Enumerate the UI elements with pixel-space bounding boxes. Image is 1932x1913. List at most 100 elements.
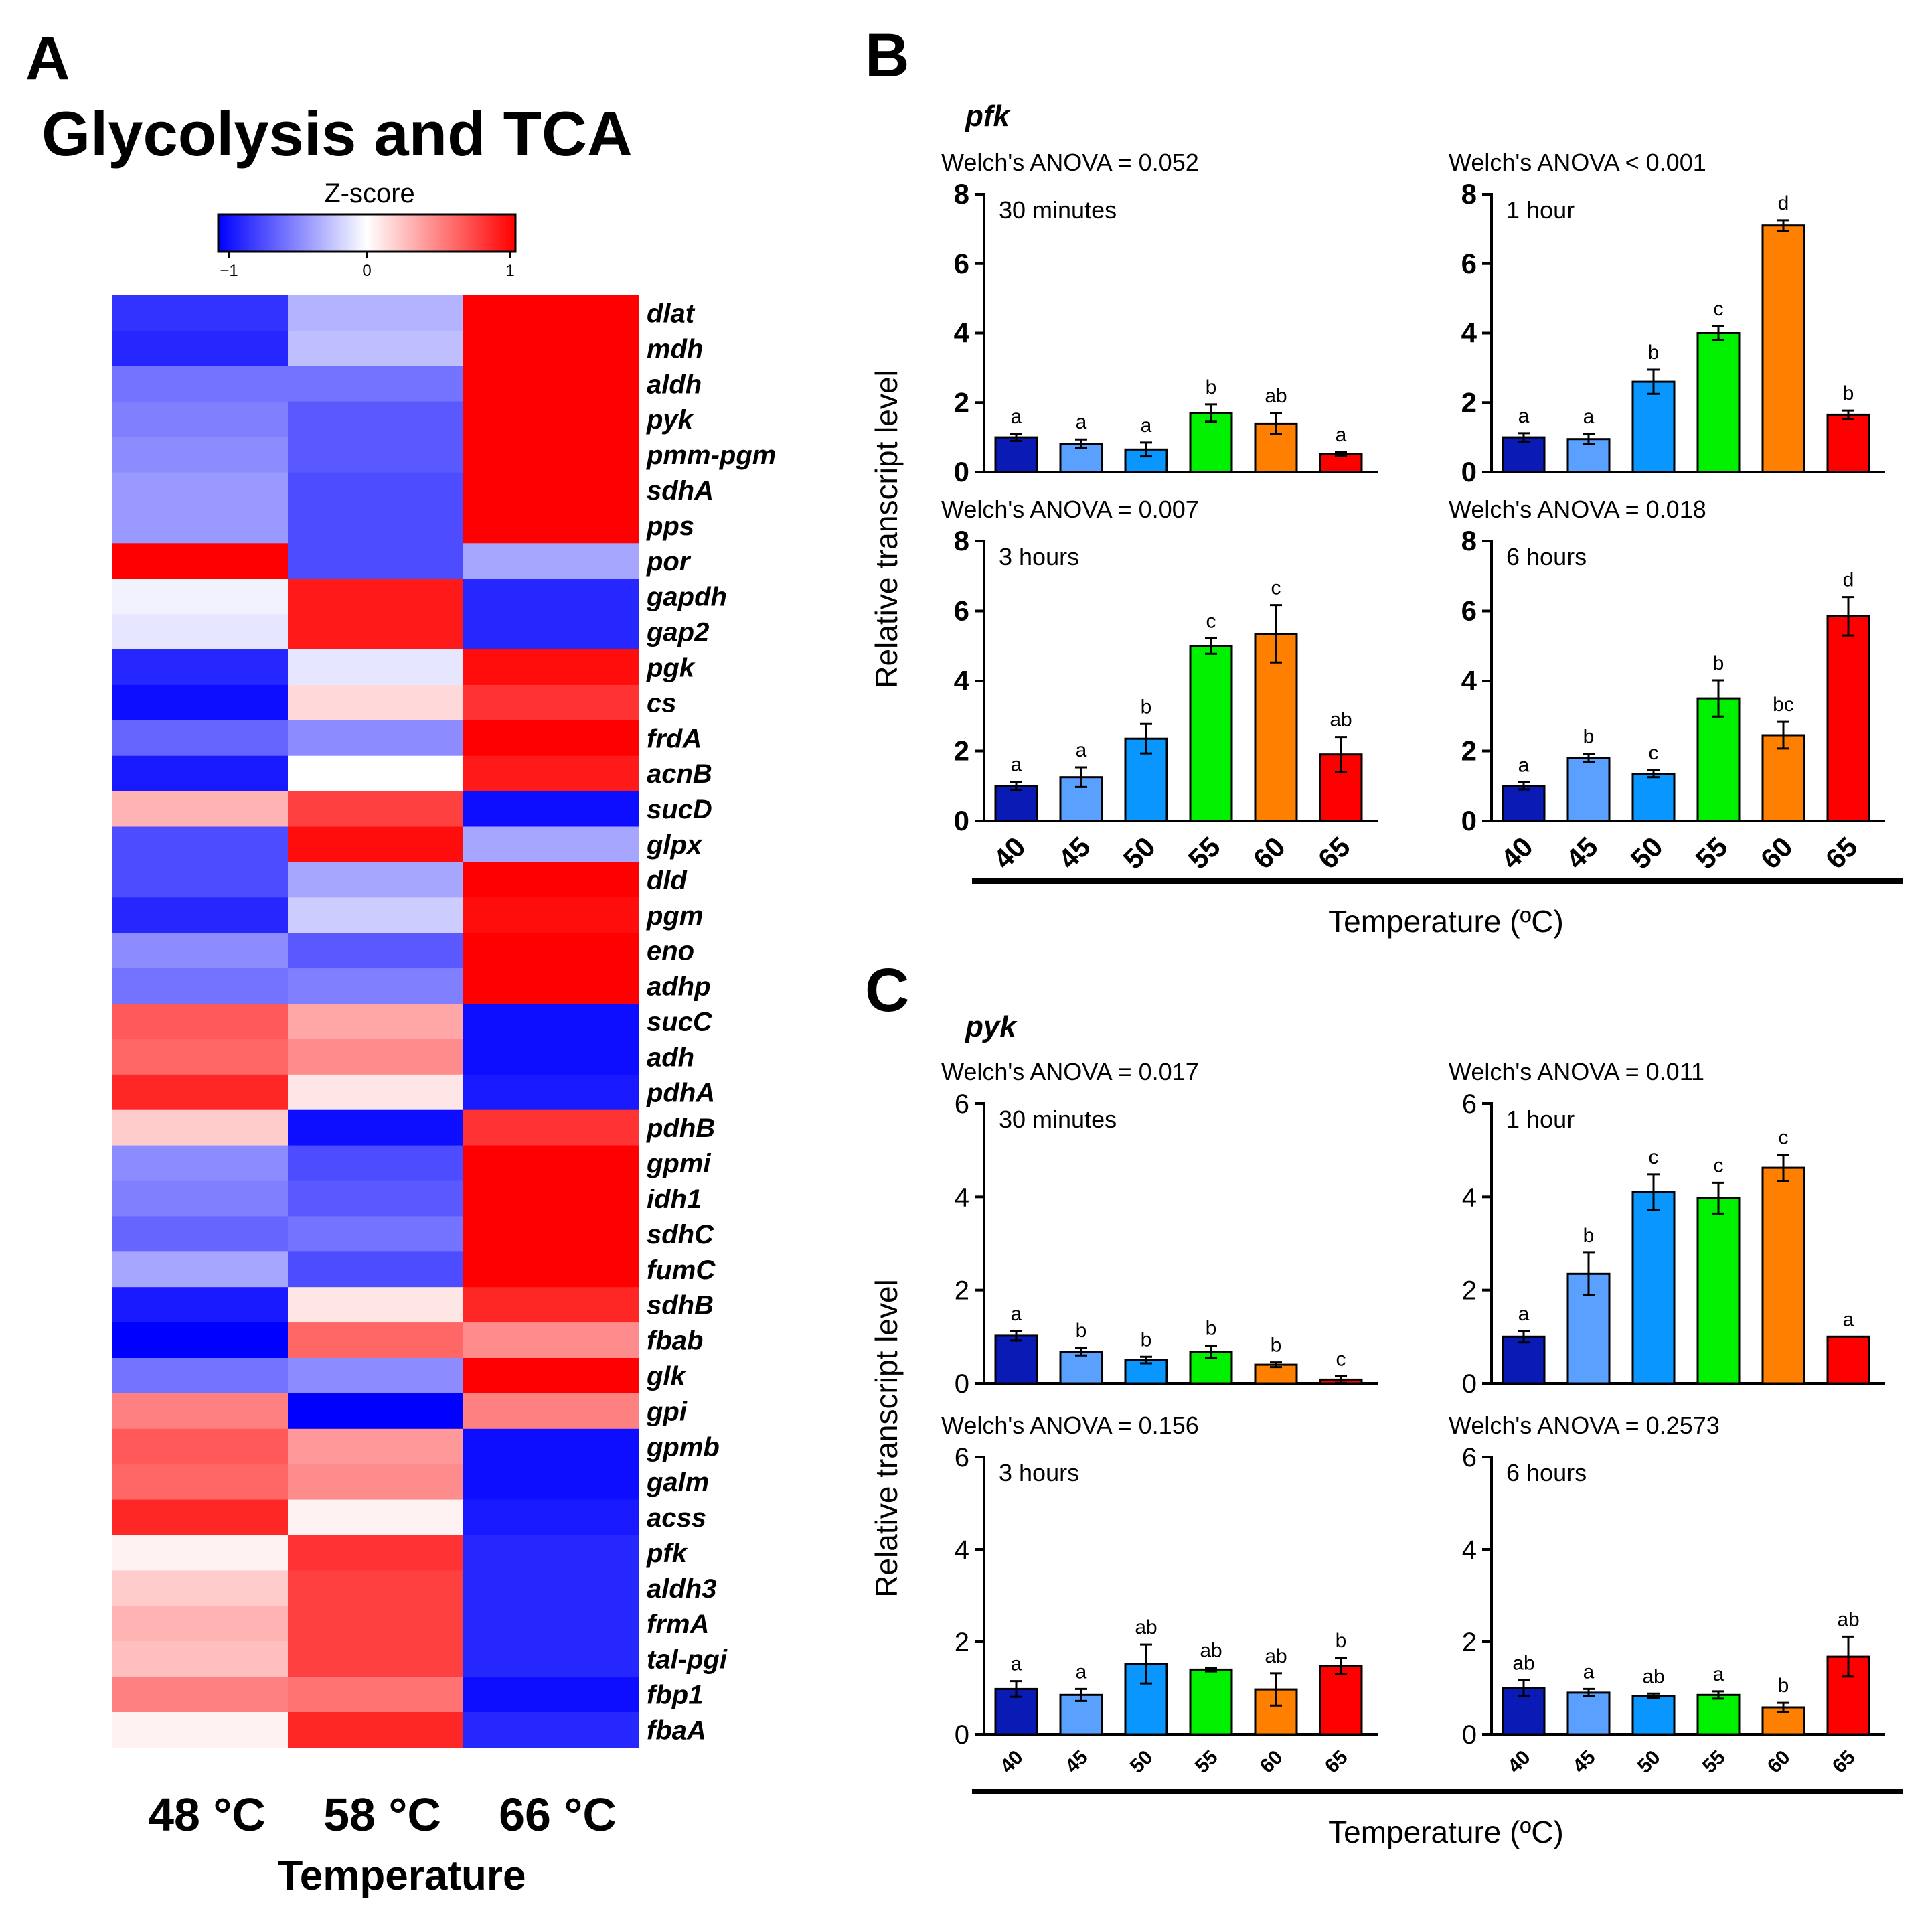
heatmap-cell [288,897,464,933]
bar [1761,1166,1805,1385]
y-tick-label: 8 [1461,178,1477,210]
y-tick-label: 0 [1461,456,1477,487]
panel-b-label: B [865,21,909,90]
heatmap-cell [463,366,639,402]
heatmap-cell [112,968,289,1004]
heatmap-row-label: pps [646,512,694,541]
significance-letter: a [1518,405,1530,427]
significance-letter: c [1779,1127,1789,1149]
heatmap-row-label: pdhB [646,1114,715,1143]
significance-letter: d [1778,192,1789,214]
heatmap-cell [288,1393,464,1430]
bar [994,785,1038,822]
heatmap-row-label: glpx [646,830,703,860]
heatmap-cell [463,579,639,615]
x-tick-label: 50 [1633,1746,1665,1778]
time-label: 30 minutes [999,196,1117,224]
x-tick-label: 45 [1560,831,1604,875]
heatmap-cell [288,295,464,331]
heatmap-cell [112,933,289,969]
heatmap-cell [288,1358,464,1394]
y-tick-label: 0 [955,1369,969,1399]
panel-c-x-title: Temperature (ºC) [1328,1815,1564,1849]
bar [1566,1691,1611,1736]
significance-letter: b [1648,341,1660,364]
heatmap-cell [288,1180,464,1217]
heatmap-cell [112,579,289,615]
y-tick-label: 8 [954,178,969,210]
y-tick-label: 0 [955,1720,969,1750]
heatmap-cell [463,968,639,1004]
significance-letter: ab [1512,1652,1534,1674]
heatmap-cell [463,1428,639,1465]
significance-letter: ab [1200,1640,1222,1662]
significance-letter: c [1714,298,1724,320]
heatmap-cell [288,437,464,473]
y-tick-label: 4 [954,665,970,696]
time-label: 6 hours [1506,543,1587,570]
bar [1566,757,1611,822]
significance-letter: a [1583,1661,1595,1683]
heatmap-cell [112,1074,289,1111]
heatmap-cell [112,1499,289,1536]
panel-a-label: A [25,24,70,92]
heatmap-cell [463,1712,639,1748]
heatmap-cell [112,649,289,686]
y-tick-label: 6 [1462,1443,1477,1472]
heatmap-cell [288,826,464,862]
heatmap-cell [463,614,639,650]
time-label: 3 hours [999,1459,1079,1486]
x-tick-label: 60 [1763,1746,1795,1778]
heatmap-row-label: dlat [647,299,696,328]
x-tick-label: 60 [1247,831,1291,875]
heatmap-cell [463,1393,639,1430]
y-tick-label: 2 [1461,735,1477,767]
heatmap-cell [288,472,464,508]
heatmap-cell [112,684,289,721]
anova-label: Welch's ANOVA < 0.001 [1449,149,1706,176]
heatmap-cell [112,508,289,544]
heatmap-cell [112,897,289,933]
x-tick-label: 55 [1690,831,1734,875]
significance-letter: a [1011,406,1022,428]
heatmap-cell [288,1677,464,1713]
heatmap-cell [112,862,289,898]
y-tick-label: 2 [954,735,969,767]
colorbar [217,213,517,253]
heatmap-cell [288,330,464,367]
heatmap-cell [463,862,639,898]
heatmap-cell [112,791,289,828]
y-tick-label: 2 [1461,386,1477,418]
heatmap-row-label: pdhA [646,1078,715,1107]
heatmap-cell [112,1251,289,1288]
bar [1696,332,1741,473]
time-label: 1 hour [1506,1105,1575,1133]
y-tick-label: 0 [1462,1369,1477,1399]
y-tick-label: 2 [955,1276,969,1306]
bar [1502,1335,1546,1385]
bar [1826,615,1870,822]
significance-letter: ab [1837,1608,1859,1630]
heatmap-cell [463,1251,639,1288]
heatmap-cell [288,1535,464,1571]
anova-label: Welch's ANOVA = 0.2573 [1449,1411,1720,1439]
significance-letter: a [1518,755,1530,777]
x-tick-label: 60 [1755,831,1799,875]
heatmap-cell [112,1287,289,1323]
significance-letter: c [1206,610,1216,632]
bar [1696,1197,1741,1385]
significance-letter: ab [1135,1616,1157,1638]
heatmap-cell [463,1180,639,1217]
x-tick-label: 55 [1698,1746,1730,1778]
colorbar-title: Z-score [324,179,415,208]
significance-letter: a [1336,424,1347,446]
bar [1059,1351,1103,1385]
heatmap-cell [112,1393,289,1430]
colorbar-tick-label: 1 [505,262,514,280]
heatmap-cell [463,826,639,862]
y-tick-label: 0 [1461,805,1477,836]
heatmap-cell [463,1570,639,1606]
heatmap-cell [463,1677,639,1713]
bar [1502,785,1546,822]
heatmap-cell [112,1464,289,1501]
